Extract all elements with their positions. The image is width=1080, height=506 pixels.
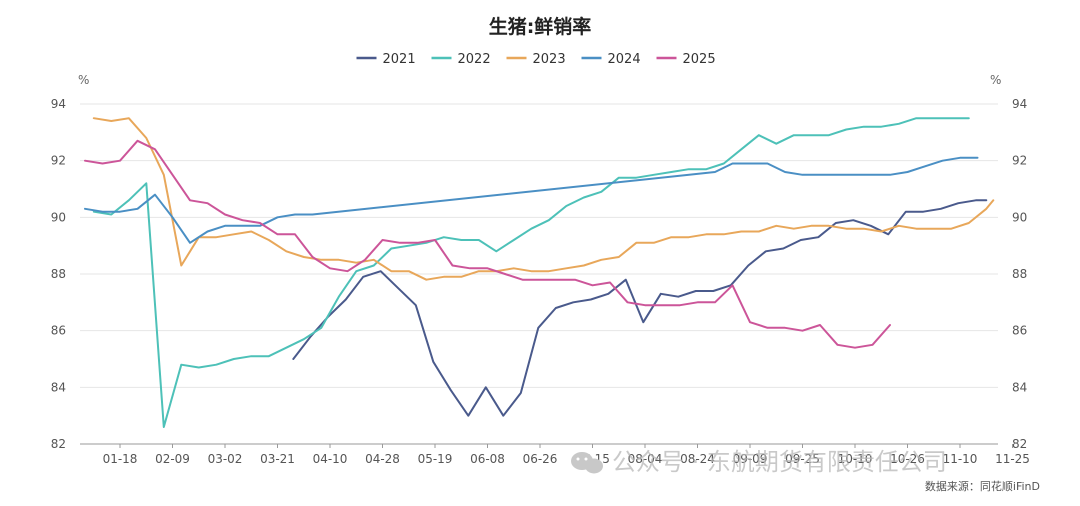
- y-tick-label-right: 82: [1012, 437, 1027, 451]
- x-tick-label: 10-10: [838, 452, 873, 466]
- x-tick-label: 06-26: [523, 452, 558, 466]
- x-tick-label: 09-09: [733, 452, 768, 466]
- y-tick-label-left: 90: [51, 210, 66, 224]
- x-axis: 01-18 02-09 03-02 03-21 04-10 04-28 05-19 06-08…: [103, 444, 1030, 466]
- x-tick-label: 04-10: [313, 452, 348, 466]
- x-tick-label: 10-26: [890, 452, 925, 466]
- series-line-2025: [84, 139, 891, 349]
- x-tick-label: 08-04: [628, 452, 663, 466]
- series-line-2023: [92, 117, 995, 281]
- left-axis-unit: %: [78, 73, 89, 87]
- x-tick-label: 06-08: [470, 452, 505, 466]
- data-source: 数据来源：同花顺iFinD: [925, 479, 1040, 493]
- y-tick-label-left: 84: [51, 380, 66, 394]
- y-tick-label-left: 88: [51, 267, 66, 281]
- legend: 2021 2022 2023 2024 2025: [356, 52, 716, 67]
- x-tick-label: 02-09: [155, 452, 190, 466]
- watermark-text: 公众号 · 东航期货有限责任公司: [612, 448, 947, 476]
- x-tick-label: 11-25: [995, 452, 1030, 466]
- x-tick-label: 09-25: [785, 452, 820, 466]
- x-tick-label: 05-19: [418, 452, 453, 466]
- y-tick-label-right: 90: [1012, 210, 1027, 224]
- legend-label-2021: 2021: [383, 52, 416, 67]
- y-tick-label-right: 88: [1012, 267, 1027, 281]
- watermark: 公众号 · 东航期货有限责任公司: [571, 448, 947, 476]
- y-tick-label-right: 92: [1012, 154, 1027, 168]
- x-tick-label: 03-21: [260, 452, 295, 466]
- grid-lines: [80, 103, 998, 445]
- x-tick-label: 04-28: [365, 452, 400, 466]
- legend-label-2025: 2025: [683, 52, 716, 67]
- legend-label-2022: 2022: [458, 52, 491, 67]
- y-tick-label-right: 86: [1012, 324, 1027, 338]
- series-line-2024: [84, 156, 979, 244]
- y-tick-label-left: 82: [51, 437, 66, 451]
- right-axis-unit: %: [990, 73, 1001, 87]
- wechat-icon: [571, 452, 603, 474]
- y-tick-label-left: 92: [51, 154, 66, 168]
- y-tick-label-left: 86: [51, 324, 66, 338]
- legend-label-2023: 2023: [533, 52, 566, 67]
- series-line-2021: [292, 199, 988, 417]
- series-line-2022: [92, 117, 970, 428]
- y-tick-label-left: 94: [51, 97, 66, 111]
- chart-title: 生猪:鲜销率: [489, 15, 592, 38]
- y-axis-ticks: 82 82 84 84 86 86 88 88 90 90 92 92 94 94: [51, 97, 1028, 451]
- x-tick-label: 11-10: [943, 452, 978, 466]
- y-tick-label-right: 94: [1012, 97, 1027, 111]
- series-lines: [84, 117, 995, 428]
- x-tick-label: 08-24: [680, 452, 715, 466]
- y-tick-label-right: 84: [1012, 380, 1027, 394]
- x-tick-label: 03-02: [208, 452, 243, 466]
- legend-label-2024: 2024: [608, 52, 641, 67]
- x-tick-label: 01-18: [103, 452, 138, 466]
